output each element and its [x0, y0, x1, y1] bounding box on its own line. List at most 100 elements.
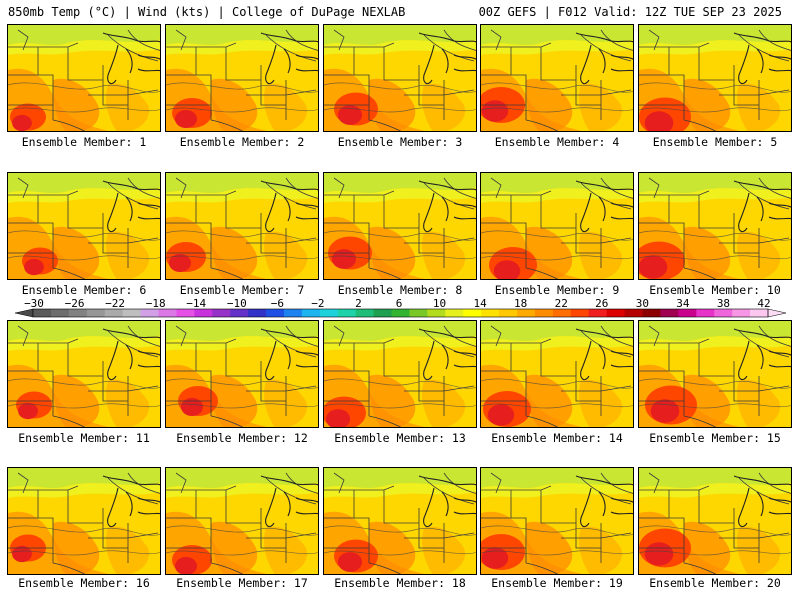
colorbar-swatch — [517, 309, 536, 317]
ensemble-member-map — [165, 467, 319, 575]
map-image — [8, 173, 160, 279]
colorbar-swatch — [337, 309, 357, 317]
colorbar-tick-label: −6 — [270, 297, 284, 310]
colorbar-tick-label: 10 — [432, 297, 447, 310]
colorbar-swatch — [86, 309, 106, 317]
map-image — [324, 173, 476, 279]
colorbar-outline — [32, 308, 769, 318]
map-image — [324, 468, 476, 574]
colorbar-swatch — [176, 309, 195, 317]
colorbar-swatch — [33, 309, 52, 317]
colorbar-swatch — [696, 309, 715, 317]
ensemble-member-label: Ensemble Member: 7 — [179, 283, 305, 297]
colorbar-swatch — [283, 309, 303, 317]
ensemble-member-label: Ensemble Member: 9 — [494, 283, 620, 297]
colorbar-swatch — [194, 309, 213, 317]
ensemble-member-map — [480, 320, 634, 428]
colorbar-swatch — [714, 309, 733, 317]
colorbar-tick-label: 22 — [554, 297, 568, 310]
ensemble-member-map — [323, 172, 477, 280]
colorbar-swatch — [212, 309, 231, 317]
colorbar-swatch — [750, 309, 769, 317]
map-image — [481, 468, 633, 574]
ensemble-member-map — [323, 320, 477, 428]
ensemble-member-label: Ensemble Member: 11 — [18, 431, 150, 445]
ensemble-member-label: Ensemble Member: 10 — [649, 283, 781, 297]
colorbar-tick-label: 38 — [716, 297, 731, 310]
colorbar-tick-label: 2 — [355, 297, 362, 310]
colorbar-swatch — [534, 309, 554, 317]
ensemble-member-map — [638, 467, 792, 575]
colorbar-tick-label: 30 — [635, 297, 649, 310]
colorbar-swatch — [445, 309, 464, 317]
map-image — [8, 321, 160, 427]
map-image — [481, 173, 633, 279]
colorbar-tick-label: 18 — [514, 297, 528, 310]
map-image — [166, 173, 318, 279]
colorbar-swatch — [230, 309, 249, 317]
colorbar-swatch — [68, 309, 88, 317]
map-image — [639, 321, 791, 427]
ensemble-member-map — [7, 467, 161, 575]
colorbar-swatch — [463, 309, 482, 317]
ensemble-member-label: Ensemble Member: 14 — [491, 431, 623, 445]
colorbar-tick-label: −10 — [226, 297, 247, 310]
colorbar-swatch — [301, 309, 321, 317]
colorbar-swatch — [570, 309, 590, 317]
ensemble-member-label: Ensemble Member: 20 — [649, 576, 781, 590]
ensemble-member-map — [7, 172, 161, 280]
colorbar-swatch — [355, 309, 375, 317]
ensemble-member-label: Ensemble Member: 4 — [494, 135, 620, 149]
colorbar-swatch — [409, 309, 428, 317]
map-image — [639, 25, 791, 131]
ensemble-member-label: Ensemble Member: 15 — [649, 431, 781, 445]
colorbar-swatch — [158, 309, 177, 317]
colorbar-swatch — [50, 309, 70, 317]
ensemble-member-label: Ensemble Member: 16 — [18, 576, 150, 590]
map-image — [166, 468, 318, 574]
colorbar-swatch — [499, 309, 518, 317]
colorbar-swatch — [140, 309, 159, 317]
colorbar-swatch — [248, 309, 267, 317]
colorbar-swatch — [552, 309, 572, 317]
ensemble-member-map — [638, 320, 792, 428]
map-image — [166, 321, 318, 427]
header-valid-time: 00Z GEFS | F012 Valid: 12Z TUE SEP 23 20… — [478, 5, 782, 19]
colorbar-swatch — [122, 309, 141, 317]
ensemble-member-map — [638, 24, 792, 132]
ensemble-member-label: Ensemble Member: 13 — [334, 431, 466, 445]
colorbar-left-arrow — [14, 308, 34, 318]
ensemble-member-label: Ensemble Member: 18 — [334, 576, 466, 590]
ensemble-member-label: Ensemble Member: 3 — [337, 135, 463, 149]
colorbar-tick-label: −26 — [64, 297, 85, 310]
colorbar-swatch — [624, 309, 643, 317]
colorbar-tick-label: −30 — [24, 297, 44, 310]
colorbar-swatch — [319, 309, 339, 317]
ensemble-member-label: Ensemble Member: 6 — [21, 283, 147, 297]
map-image — [166, 25, 318, 131]
ensemble-member-map — [480, 24, 634, 132]
colorbar-swatch — [660, 309, 679, 317]
ensemble-member-map — [480, 172, 634, 280]
ensemble-member-label: Ensemble Member: 17 — [176, 576, 308, 590]
ensemble-member-label: Ensemble Member: 2 — [179, 135, 305, 149]
map-image — [8, 25, 160, 131]
ensemble-member-map — [323, 24, 477, 132]
colorbar-tick-label: −22 — [105, 297, 126, 310]
colorbar-tick-label: 34 — [676, 297, 690, 310]
colorbar-swatch — [427, 309, 446, 317]
ensemble-member-label: Ensemble Member: 19 — [491, 576, 623, 590]
ensemble-member-label: Ensemble Member: 1 — [21, 135, 147, 149]
colorbar-tick-label: −14 — [186, 297, 207, 310]
colorbar-tick-label: 26 — [595, 297, 609, 310]
ensemble-member-label: Ensemble Member: 5 — [652, 135, 778, 149]
ensemble-member-map — [7, 320, 161, 428]
map-image — [324, 321, 476, 427]
colorbar-tick-label: 6 — [395, 297, 403, 310]
colorbar-tick-label: −2 — [311, 297, 325, 310]
colorbar-tick-label: 42 — [757, 297, 771, 310]
map-image — [639, 173, 791, 279]
ensemble-member-label: Ensemble Member: 12 — [176, 431, 308, 445]
map-image — [639, 468, 791, 574]
map-image — [8, 468, 160, 574]
